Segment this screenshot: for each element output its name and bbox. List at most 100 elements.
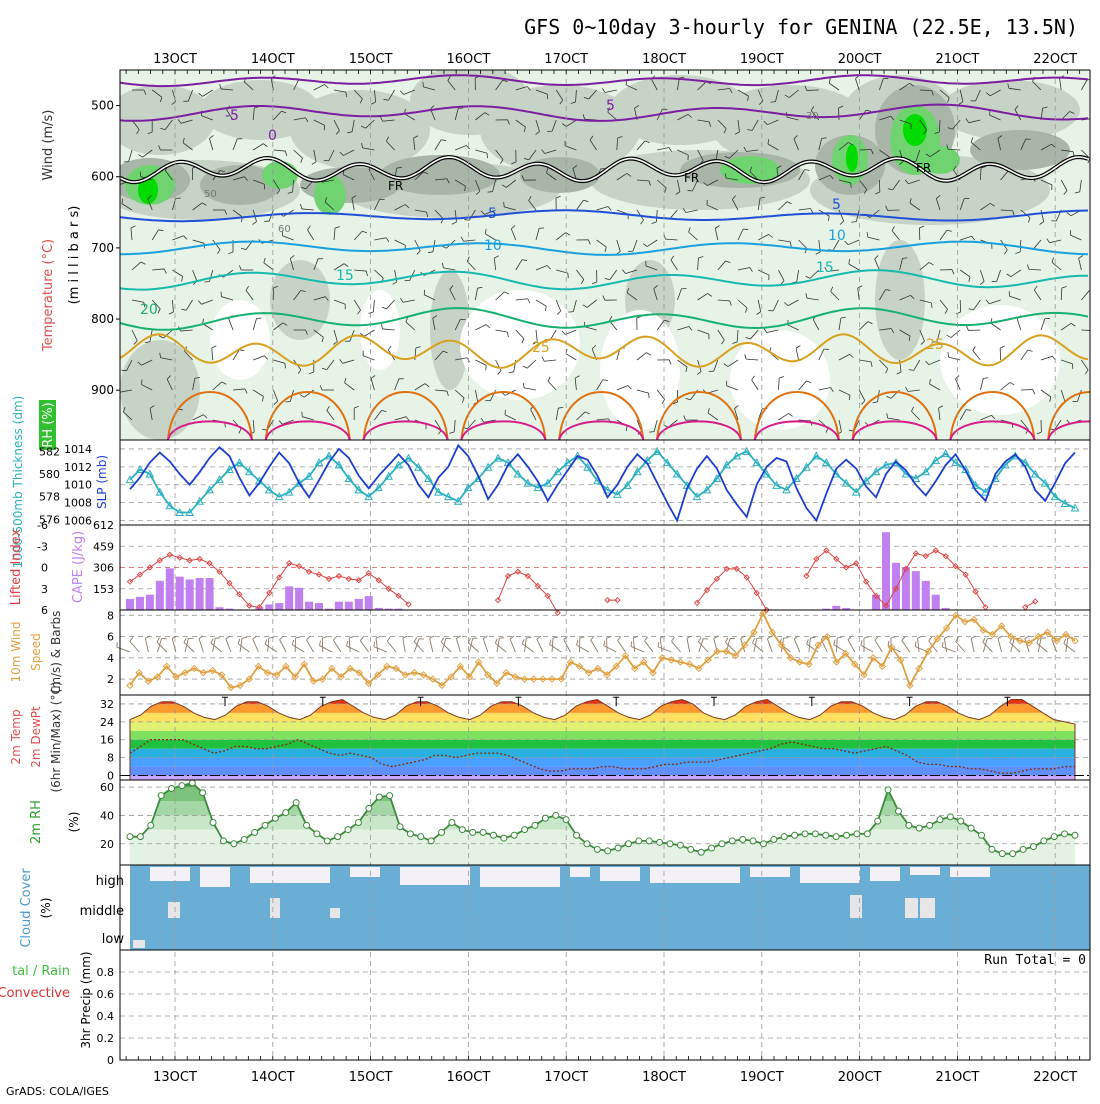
rh2m-line-point <box>947 814 953 820</box>
rh2m-line-point <box>802 831 808 837</box>
rh2m-line-point <box>137 834 143 840</box>
wind-barb <box>834 645 846 652</box>
bottom-date-label: 15OCT <box>349 1070 393 1085</box>
wind-ylabel2: Speed <box>29 633 43 671</box>
pressure-tick-label: 600 <box>91 170 114 184</box>
wind-barb <box>374 647 387 652</box>
cloud-cover-plot <box>130 865 1090 950</box>
cloud-high-clear <box>800 867 860 883</box>
rh2m-line-point <box>480 829 486 835</box>
temp-tick-label: 8 <box>107 752 114 765</box>
slp-tick-label: 1014 <box>64 443 92 456</box>
rh2m-line-point <box>895 808 901 814</box>
thickness-tick-label: 580 <box>39 468 60 481</box>
rh2m-line-point <box>283 810 289 816</box>
rh2m-line-point <box>781 834 787 840</box>
precip-ylabel: 3hr Precip (mm) <box>79 951 93 1048</box>
rh2m-line-point <box>449 820 455 826</box>
wind-barb <box>1064 644 1075 652</box>
rh2m-line-point <box>688 846 694 852</box>
cape-bar <box>832 606 840 610</box>
wind-tick-label: 6 <box>107 631 114 644</box>
cloud-ylabel2: (%) <box>39 898 53 919</box>
upper-panel-plot <box>100 65 1100 440</box>
panel-frame-precip <box>120 950 1090 1060</box>
wind-barb <box>591 640 598 652</box>
label-5b: 5 <box>832 197 841 213</box>
li-tick-label: -3 <box>37 540 48 553</box>
cloud-level-label: low <box>102 932 125 947</box>
bottom-date-label: 19OCT <box>740 1070 784 1085</box>
rh2m-line-point <box>262 822 268 828</box>
label-minus5: -5 <box>225 108 239 124</box>
thickness-tick-label: 578 <box>39 491 60 504</box>
cloud-mid-clear <box>168 902 180 918</box>
cloud-mid-clear <box>270 898 280 918</box>
wind-barb <box>306 640 313 652</box>
cloud-high-clear <box>250 867 330 883</box>
slp-ylabel: SLP (mb) <box>95 455 109 509</box>
slp-tick-label: 1010 <box>64 479 92 492</box>
upper-ylabel-rh: RH (%) <box>41 402 56 447</box>
cape-bar <box>922 581 930 610</box>
cape-bar <box>176 577 184 610</box>
li-tick-label: 6 <box>41 604 48 617</box>
rh2m-line-point <box>854 831 860 837</box>
cloud-high-clear <box>870 867 900 881</box>
label-minus5-b: 5 <box>606 98 615 114</box>
lifted-index-point <box>496 598 501 603</box>
wind-tick-label: 4 <box>107 652 114 665</box>
rh2m-line-point <box>719 841 725 847</box>
rh2m-line-point <box>771 837 777 843</box>
wind-barb <box>943 647 956 652</box>
chart-title: GFS 0~10day 3-hourly for GENINA (22.5E, … <box>524 15 1078 39</box>
cape-bar <box>196 578 204 610</box>
slp-tick-label: 1012 <box>64 461 92 474</box>
bottom-date-label: 14OCT <box>251 1070 295 1085</box>
wind-barb <box>902 641 910 652</box>
wind-barb <box>387 641 396 652</box>
label-fr-1: FR <box>388 179 403 193</box>
cloud-high-clear <box>200 867 230 887</box>
lifted-index-point <box>555 610 560 615</box>
top-date-label: 18OCT <box>642 52 686 67</box>
rh2m-line-point <box>231 841 237 847</box>
precip-unit-label: 3hr Precip (mm) <box>79 951 93 1048</box>
rh2m-line-point <box>324 838 330 844</box>
wind-barb <box>660 638 662 652</box>
cloud-high-clear <box>750 867 790 877</box>
lifted-index-ylabel: Lifted Index <box>9 528 24 605</box>
rh2m-line-point <box>937 817 943 823</box>
precip-convective-label: Convective <box>0 986 70 1001</box>
wind-ylabel3: (m/s) & Barbs <box>49 611 63 694</box>
cloud-ylabel: Cloud Cover <box>19 868 34 948</box>
rh2m-line-point <box>667 841 673 847</box>
cape-bar <box>186 579 194 610</box>
rh2m-line-point <box>999 851 1005 857</box>
cloud-mid-clear <box>920 898 935 918</box>
cloud-high-clear <box>600 867 640 881</box>
wind-barb <box>671 641 680 652</box>
rh2m-line-point <box>625 841 631 847</box>
wind-barb <box>537 639 543 652</box>
rh2m-line-point <box>646 838 652 844</box>
rh2m-line-point <box>615 845 621 851</box>
cape-bar <box>126 599 134 610</box>
cloud-high-clear <box>570 867 590 877</box>
top-date-label: 22OCT <box>1033 52 1077 67</box>
cloud-high-clear <box>480 867 560 887</box>
cloud-high-clear <box>650 867 740 883</box>
bottom-date-label: 13OCT <box>153 1070 197 1085</box>
top-date-label: 13OCT <box>153 52 197 67</box>
slp-tick-label: 1008 <box>64 497 92 510</box>
bottom-date-label: 16OCT <box>447 1070 491 1085</box>
wind-barb <box>564 640 571 652</box>
rh2m-line-point <box>252 829 258 835</box>
rh2m-line-point <box>210 820 216 826</box>
cloud-level-label: high <box>96 874 124 889</box>
cape-bar <box>156 581 164 610</box>
temp-tick-label: 24 <box>100 716 114 729</box>
cloud-high-clear <box>400 867 470 885</box>
rh2m-line-point <box>792 832 798 838</box>
wind-barb <box>658 647 671 652</box>
